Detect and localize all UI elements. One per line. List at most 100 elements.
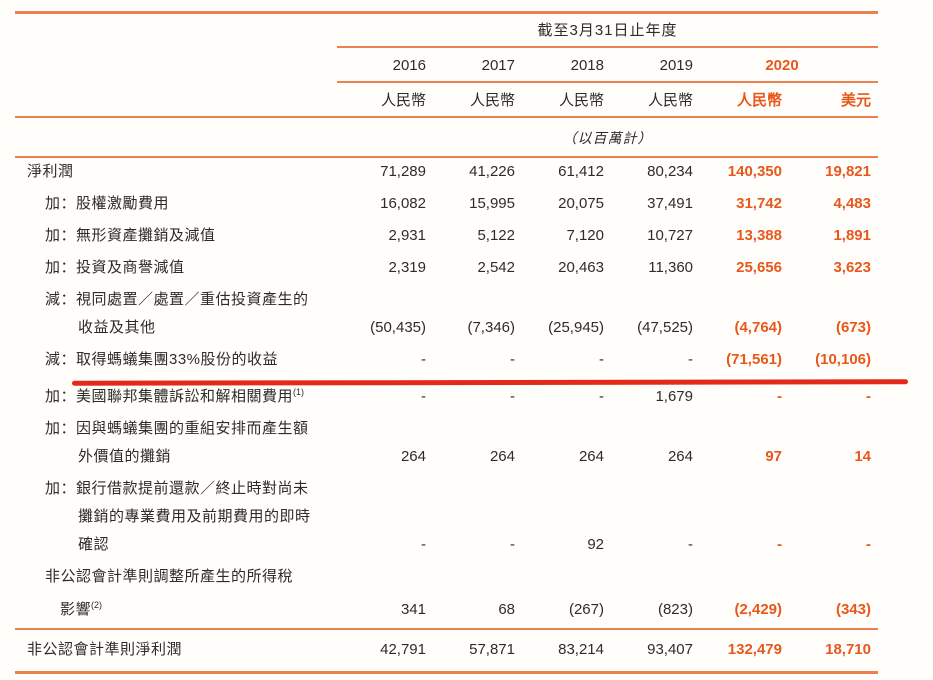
- currency-header-rmb-2020: 人民幣: [736, 92, 782, 109]
- value-cell: -: [866, 388, 871, 405]
- header-divider-3: [15, 116, 878, 118]
- row-label: 加：無形資產攤銷及減值: [45, 227, 216, 244]
- value-cell: (4,764): [734, 319, 782, 336]
- value-cell: -: [599, 351, 604, 368]
- value-cell: -: [421, 388, 426, 405]
- year-header: 2019: [659, 57, 693, 74]
- row-label: 減：視同處置／處置／重估投資產生的: [45, 291, 309, 308]
- table-top-rule: [15, 11, 878, 14]
- value-cell: 2,542: [477, 259, 515, 276]
- value-cell: 140,350: [727, 163, 782, 180]
- value-cell: (25,945): [548, 319, 604, 336]
- row-label: 非公認會計準則調整所產生的所得稅: [45, 568, 294, 585]
- header-divider-4: [15, 156, 878, 158]
- header-divider-1: [337, 46, 878, 48]
- header-divider-2: [337, 81, 878, 83]
- table-row: 加：無形資產攤銷及減值 2,931 5,122 7,120 10,727 13,…: [15, 222, 878, 254]
- value-cell: -: [421, 536, 426, 553]
- value-cell: 264: [400, 448, 426, 465]
- value-cell: 14: [854, 448, 871, 465]
- value-cell: 2,319: [388, 259, 426, 276]
- year-header: 2017: [481, 57, 515, 74]
- row-label: 非公認會計準則淨利潤: [27, 641, 183, 658]
- table-row: 減：視同處置／處置／重估投資產生的 收益及其他 (50,435) (7,346)…: [15, 286, 878, 346]
- period-header: 截至3月31日止年度: [537, 22, 678, 39]
- value-cell: (267): [568, 601, 604, 618]
- table-row: 淨利潤 71,289 41,226 61,412 80,234 140,350 …: [15, 158, 878, 190]
- value-cell: 61,412: [558, 163, 604, 180]
- value-cell: 93,407: [647, 641, 693, 658]
- row-label-continued: 攤銷的專業費用及前期費用的即時: [78, 508, 311, 525]
- row-label: 減：取得螞蟻集團33%股份的收益: [45, 351, 279, 368]
- unit-note: （以百萬計）: [562, 132, 653, 147]
- currency-row: 人民幣 人民幣 人民幣 人民幣 人民幣 美元: [15, 83, 878, 116]
- value-cell: 2,931: [388, 227, 426, 244]
- value-cell: 71,289: [380, 163, 426, 180]
- value-cell: 132,479: [727, 641, 782, 658]
- row-label-continued: 影響: [60, 601, 92, 618]
- row-label-continued: 外價值的攤銷: [78, 448, 172, 465]
- value-cell: 15,995: [469, 195, 515, 212]
- table-bottom-rule: [15, 671, 878, 674]
- row-label: 加：因與螞蟻集團的重組安排而產生額: [45, 420, 309, 437]
- value-cell: 42,791: [380, 641, 426, 658]
- value-cell: -: [688, 351, 693, 368]
- table-row: 加：因與螞蟻集團的重組安排而產生額 外價值的攤銷 264 264 264 264…: [15, 415, 878, 475]
- years-row: 2016 2017 2018 2019 2020: [15, 48, 878, 81]
- value-cell: 1,679: [655, 388, 693, 405]
- value-cell: (50,435): [370, 319, 426, 336]
- value-cell: -: [777, 388, 782, 405]
- value-cell: 80,234: [647, 163, 693, 180]
- table-row: 加：美國聯邦集體訴訟和解相關費用(1) - - - 1,679 - -: [15, 378, 878, 415]
- currency-header: 人民幣: [380, 92, 426, 109]
- value-cell: 31,742: [736, 195, 782, 212]
- value-cell: -: [866, 536, 871, 553]
- table-row: 非公認會計準則調整所產生的所得稅 影響(2) 341 68 (267) (823…: [15, 563, 878, 628]
- table-row: 加：銀行借款提前還款／終止時對尚未 攤銷的專業費用及前期費用的即時 確認 - -…: [15, 475, 878, 563]
- value-cell: -: [510, 536, 515, 553]
- footnote-ref-1: (1): [293, 387, 305, 397]
- year-header: 2018: [570, 57, 604, 74]
- value-cell: 41,226: [469, 163, 515, 180]
- row-label: 淨利潤: [27, 163, 74, 180]
- value-cell: (823): [657, 601, 693, 618]
- row-label: 加：股權激勵費用: [45, 195, 170, 212]
- value-cell: -: [510, 388, 515, 405]
- row-label: 加：投資及商譽減值: [45, 259, 185, 276]
- year-header-2020: 2020: [765, 57, 799, 74]
- value-cell: 341: [400, 601, 426, 618]
- value-cell: 92: [587, 536, 604, 553]
- value-cell: 25,656: [736, 259, 782, 276]
- footnote-ref-2: (2): [91, 600, 103, 610]
- value-cell: 264: [667, 448, 693, 465]
- currency-header: 人民幣: [647, 92, 693, 109]
- table-row-total: 非公認會計準則淨利潤 42,791 57,871 83,214 93,407 1…: [15, 630, 878, 671]
- value-cell: 19,821: [825, 163, 871, 180]
- value-cell: (10,106): [815, 351, 871, 368]
- value-cell: (673): [835, 319, 871, 336]
- value-cell: (71,561): [726, 351, 782, 368]
- value-cell: (47,525): [637, 319, 693, 336]
- currency-header: 人民幣: [469, 92, 515, 109]
- currency-header-usd-2020: 美元: [840, 92, 871, 109]
- value-cell: 264: [489, 448, 515, 465]
- year-header: 2016: [392, 57, 426, 74]
- value-cell: 20,075: [558, 195, 604, 212]
- value-cell: -: [599, 388, 604, 405]
- value-cell: 20,463: [558, 259, 604, 276]
- value-cell: 7,120: [566, 227, 604, 244]
- value-cell: 57,871: [469, 641, 515, 658]
- value-cell: 16,082: [380, 195, 426, 212]
- value-cell: (2,429): [734, 601, 782, 618]
- table-row-ant-group-gain: 減：取得螞蟻集團33%股份的收益 - - - - (71,561) (10,10…: [15, 346, 909, 386]
- value-cell: -: [421, 351, 426, 368]
- reconciliation-table: 截至3月31日止年度 2016 2017 2018 2019 2020 人民幣 …: [15, 11, 909, 674]
- value-cell: 5,122: [477, 227, 515, 244]
- value-cell: (343): [835, 601, 871, 618]
- value-cell: 4,483: [833, 195, 871, 212]
- table-row: 加：投資及商譽減值 2,319 2,542 20,463 11,360 25,6…: [15, 254, 878, 286]
- table-row: 加：股權激勵費用 16,082 15,995 20,075 37,491 31,…: [15, 190, 878, 222]
- value-cell: -: [688, 536, 693, 553]
- value-cell: 11,360: [648, 259, 693, 276]
- row-label-continued: 收益及其他: [78, 319, 156, 336]
